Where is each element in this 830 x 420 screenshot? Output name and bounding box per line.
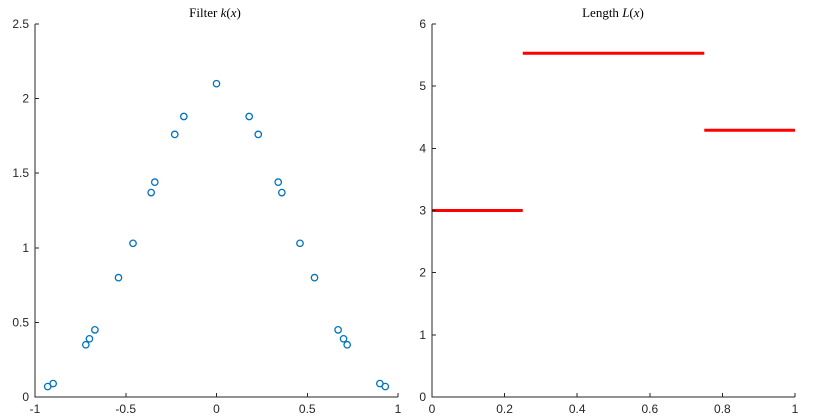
filter-chart-point bbox=[129, 239, 137, 248]
filter-chart-point bbox=[114, 273, 123, 282]
length-chart-y-tick-label: 4 bbox=[419, 141, 426, 155]
filter-chart-point bbox=[147, 188, 156, 197]
length-chart-panel: Length L(x) 0 0.2 0.4 0.6 0.8 1 0 1 2 3 4 5 6 bbox=[419, 5, 798, 416]
filter-chart-ticks: -1 -0.5 0 0.5 1 0 0.5 1 1.5 2 2.5 bbox=[12, 17, 401, 416]
filter-chart-point bbox=[334, 326, 342, 334]
length-chart-x-tick-label: 0.6 bbox=[641, 402, 658, 416]
length-chart-y-tick-label: 0 bbox=[419, 390, 426, 404]
filter-chart-point bbox=[310, 273, 319, 282]
length-chart-x-tick-label: 0.2 bbox=[496, 402, 513, 416]
length-chart-y-tick-label: 1 bbox=[419, 328, 426, 342]
filter-chart-x-tick-label: 1 bbox=[395, 402, 402, 416]
length-chart-marks bbox=[432, 51, 795, 212]
filter-chart-y-tick-label: 2.5 bbox=[12, 17, 29, 31]
length-chart-x-tick-label: 1 bbox=[792, 402, 799, 416]
filter-chart-point bbox=[277, 188, 286, 197]
length-chart-axes bbox=[431, 24, 795, 398]
filter-chart-y-tick-label: 1 bbox=[22, 241, 29, 255]
length-chart-x-tick-label: 0 bbox=[429, 402, 436, 416]
length-chart-y-tick-label: 2 bbox=[419, 266, 426, 280]
filter-chart-point bbox=[179, 112, 188, 121]
length-chart-y-tick-label: 5 bbox=[419, 79, 426, 93]
filter-chart-point bbox=[245, 112, 254, 121]
filter-chart-point bbox=[150, 178, 159, 187]
filter-chart-y-tick-label: 2 bbox=[22, 92, 29, 106]
filter-chart-panel: Filter k(x) -1 -0.5 0 0.5 1 0 0.5 1 1.5 2 2.5 bbox=[12, 5, 401, 416]
filter-chart-title: Filter k(x) bbox=[189, 5, 241, 20]
filter-chart-y-tick-label: 0.5 bbox=[12, 315, 29, 329]
length-chart-title: Length L(x) bbox=[582, 5, 644, 20]
filter-chart-point bbox=[170, 130, 179, 139]
filter-chart-y-tick-label: 1.5 bbox=[12, 166, 29, 180]
filter-chart-marks bbox=[43, 79, 390, 391]
filter-chart-axes bbox=[34, 24, 398, 398]
filter-chart-point bbox=[85, 334, 94, 343]
length-chart-ticks: 0 0.2 0.4 0.6 0.8 1 0 1 2 3 4 5 6 bbox=[419, 17, 798, 416]
filter-chart-point bbox=[343, 340, 352, 349]
filter-chart-y-tick-label: 0 bbox=[22, 390, 29, 404]
length-chart-y-tick-label: 3 bbox=[419, 204, 426, 218]
length-chart-x-tick-label: 0.4 bbox=[569, 402, 586, 416]
filter-chart-x-tick-label: 0.5 bbox=[299, 402, 316, 416]
filter-chart-point bbox=[296, 239, 304, 248]
filter-chart-point bbox=[274, 178, 283, 187]
length-chart-y-tick-label: 6 bbox=[419, 17, 426, 31]
length-chart-x-tick-label: 0.8 bbox=[714, 402, 731, 416]
filter-chart-point bbox=[254, 130, 263, 139]
filter-chart-point bbox=[381, 382, 390, 391]
filter-chart-x-tick-label: -1 bbox=[30, 402, 41, 416]
filter-chart-point bbox=[49, 379, 58, 388]
filter-chart-point bbox=[91, 326, 99, 334]
filter-chart-point bbox=[339, 334, 348, 343]
filter-chart-point bbox=[81, 340, 90, 349]
filter-chart-point bbox=[212, 79, 221, 88]
filter-chart-x-tick-label: -0.5 bbox=[115, 402, 136, 416]
filter-chart-x-tick-label: 0 bbox=[213, 402, 220, 416]
